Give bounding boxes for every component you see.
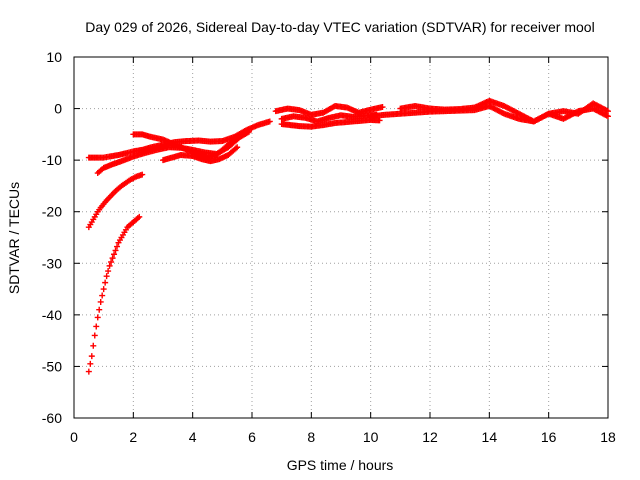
x-tick-label: 10	[363, 429, 379, 445]
data-point	[108, 258, 115, 265]
chart-title: Day 029 of 2026, Sidereal Day-to-day VTE…	[85, 19, 594, 35]
data-point	[231, 136, 238, 143]
y-tick-label: -50	[42, 358, 62, 374]
data-point	[376, 117, 383, 124]
grid	[74, 57, 608, 418]
data-point	[112, 247, 119, 254]
y-axis-label: SDTVAR / TECUs	[6, 182, 22, 294]
data-point	[266, 118, 273, 125]
series-arc-6	[160, 144, 241, 165]
data-point	[109, 255, 116, 262]
data-point	[605, 113, 611, 120]
data-point	[90, 342, 97, 349]
data-point	[93, 323, 100, 330]
x-tick-label: 4	[189, 429, 197, 445]
data-point	[105, 268, 112, 275]
data-point	[103, 273, 110, 280]
y-tick-label: -10	[42, 152, 62, 168]
y-tick-label: -60	[42, 410, 62, 426]
data-point	[91, 332, 98, 339]
data-point	[111, 251, 118, 258]
data-point	[96, 306, 103, 313]
x-tick-label: 2	[129, 429, 137, 445]
series-arc-3	[85, 118, 273, 161]
data-point	[114, 243, 121, 250]
x-tick-label: 12	[422, 429, 438, 445]
data-point	[97, 298, 104, 305]
data-point	[85, 368, 92, 375]
data-point	[246, 128, 253, 135]
x-tick-label: 14	[482, 429, 498, 445]
series-arc-1	[85, 213, 143, 375]
y-tick-label: -40	[42, 307, 62, 323]
plot-frame	[73, 56, 609, 419]
data-point	[99, 292, 106, 299]
y-tick-label: 10	[46, 49, 62, 65]
series-arc-11	[397, 97, 611, 125]
x-tick-label: 8	[307, 429, 315, 445]
x-axis-label: GPS time / hours	[287, 457, 394, 473]
data-point	[232, 145, 239, 152]
data-point	[87, 360, 94, 367]
data-series	[85, 97, 611, 375]
data-point	[229, 137, 236, 144]
x-tick-label: 16	[541, 429, 557, 445]
x-tick-label: 6	[248, 429, 256, 445]
tick-labels: 0 2 4 6 8 10 12 14 16 18 10 0 -10 -20 -30 -40 -50 -60	[42, 49, 616, 445]
data-point	[244, 129, 251, 136]
data-point	[94, 314, 101, 321]
data-point	[234, 144, 241, 151]
y-tick-label: -30	[42, 255, 62, 271]
series-arc-8	[272, 102, 386, 118]
data-point	[605, 108, 611, 115]
x-tick-label: 18	[600, 429, 616, 445]
data-point	[139, 171, 146, 178]
x-tick-label: 0	[70, 429, 78, 445]
data-point	[102, 279, 109, 286]
y-tick-label: -20	[42, 204, 62, 220]
series-arc-2	[85, 171, 146, 231]
data-point	[136, 213, 143, 220]
data-point	[88, 353, 95, 360]
data-point	[379, 104, 386, 111]
data-point	[100, 286, 107, 293]
axis-ticks	[73, 56, 609, 419]
y-tick-label: 0	[54, 101, 62, 117]
data-point	[106, 262, 113, 269]
series-arc-5	[130, 131, 238, 161]
